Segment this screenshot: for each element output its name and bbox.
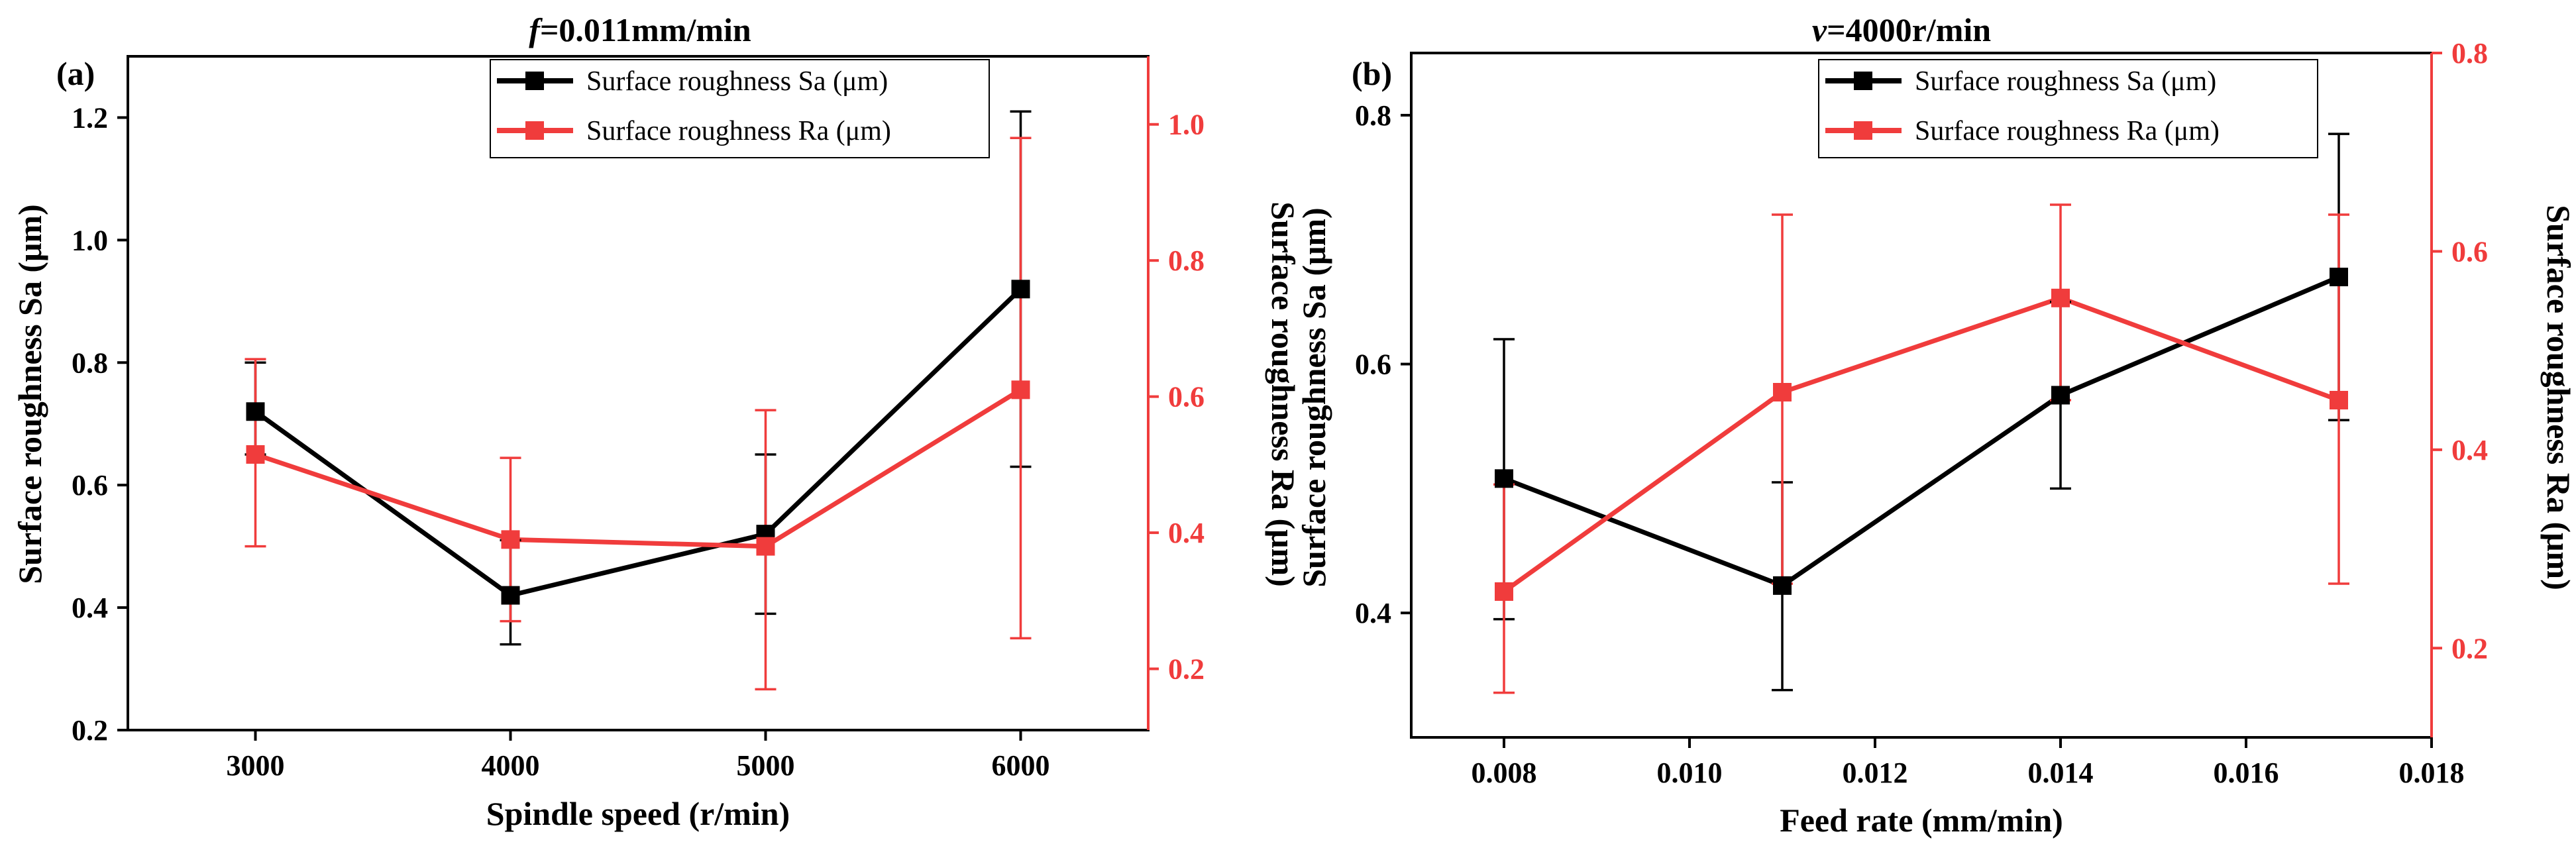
- legend-label-sa: Surface roughness Sa (μm): [586, 66, 888, 97]
- data-point-ra: [756, 537, 775, 556]
- y-right-tick-label: 0.6: [1168, 381, 1205, 413]
- data-point-ra: [1495, 582, 1513, 601]
- x-tick-label: 0.014: [2028, 757, 2094, 789]
- x-tick-label: 0.016: [2214, 757, 2279, 789]
- x-tick-label: 6000: [992, 749, 1050, 782]
- legend-label-sa: Surface roughness Sa (μm): [1915, 66, 2216, 97]
- y-axis-left: 0.2 0.4 0.6 0.8 1.0 1.2: [72, 101, 128, 747]
- data-point-ra: [501, 530, 520, 549]
- y-left-tick-label: 0.4: [1355, 597, 1391, 629]
- y-axis-right: 0.2 0.4 0.6 0.8: [2432, 37, 2488, 664]
- data-point-ra: [1011, 380, 1030, 399]
- data-point-ra: [2051, 288, 2070, 307]
- data-point-sa: [2330, 268, 2348, 287]
- y-axis-left-title: Surface roughness Sa (μm): [1295, 207, 1332, 587]
- title-value: =4000r/min: [1827, 11, 1991, 48]
- y-axis-right-title: Surface roughness Ra (μm): [2540, 205, 2576, 590]
- y-right-tick-label: 0.4: [1168, 517, 1205, 549]
- panel-letter: (a): [56, 55, 95, 92]
- title-value: =0.011mm/min: [540, 11, 751, 48]
- legend-box: [490, 59, 990, 158]
- legend-marker-sa: [525, 72, 544, 90]
- legend-marker-ra: [1854, 121, 1872, 140]
- plot-area: [244, 110, 1032, 691]
- data-point-sa: [501, 586, 520, 605]
- x-tick-label: 0.008: [1472, 757, 1537, 789]
- data-point-ra: [246, 445, 265, 464]
- legend: Surface roughness Sa (μm) Surface roughn…: [490, 59, 990, 158]
- x-tick-label: 0.010: [1657, 757, 1723, 789]
- data-point-sa: [1773, 576, 1792, 595]
- title-variable: f: [529, 11, 543, 48]
- legend-marker-sa: [1854, 72, 1872, 90]
- panel-letter: (b): [1352, 55, 1392, 92]
- x-tick-label: 3000: [227, 749, 285, 782]
- panel-a: f=0.011mm/min (a) 3000 4000 5000 6000 0.20.…: [11, 11, 1302, 832]
- data-point-sa: [1011, 280, 1030, 299]
- y-right-tick-label: 0.2: [1168, 653, 1205, 686]
- data-point-ra: [2330, 390, 2348, 409]
- y-right-tick-label: 0.8: [1168, 244, 1205, 277]
- x-tick-label: 4000: [482, 749, 540, 782]
- y-right-tick-label: 0.6: [2451, 235, 2488, 268]
- y-right-tick-label: 0.2: [2451, 632, 2488, 664]
- legend-box: [1818, 59, 2318, 158]
- data-point-sa: [246, 402, 265, 421]
- panel-title: v=4000r/min: [1812, 11, 1991, 48]
- y-left-tick-label: 1.0: [72, 224, 108, 256]
- y-left-tick-label: 0.4: [72, 592, 108, 624]
- x-axis-title: Spindle speed (r/min): [486, 795, 790, 832]
- x-axis: 0.008 0.010 0.012 0.014 0.016 0.018: [1472, 737, 2465, 789]
- y-left-tick-label: 1.2: [72, 101, 108, 134]
- x-tick-label: 0.018: [2399, 757, 2465, 789]
- plot-area: [1493, 133, 2349, 694]
- series-line-ra: [1502, 295, 2340, 594]
- y-right-tick-label: 0.4: [2451, 434, 2488, 466]
- panel-b: v=4000r/min (b) 0.008 0.010 0.012 0.014 0.01…: [1295, 11, 2576, 839]
- y-right-tick-label: 1.0: [1168, 109, 1205, 141]
- y-left-tick-label: 0.8: [1355, 99, 1391, 132]
- y-left-tick-label: 0.8: [72, 346, 108, 379]
- y-left-tick-label: 0.6: [1355, 348, 1391, 381]
- x-tick-label: 0.012: [1843, 757, 1908, 789]
- y-axis-left-title: Surface roughness Sa (μm): [11, 204, 48, 584]
- y-axis-left: 0.4 0.6 0.8: [1355, 99, 1411, 629]
- panel-title: f=0.011mm/min: [529, 11, 751, 48]
- data-point-sa: [2051, 386, 2070, 405]
- legend-label-ra: Surface roughness Ra (μm): [586, 116, 891, 146]
- legend-marker-ra: [525, 121, 544, 140]
- data-point-sa: [1495, 469, 1513, 488]
- title-variable: v: [1812, 11, 1827, 48]
- y-left-tick-label: 0.6: [72, 469, 108, 502]
- legend: Surface roughness Sa (μm) Surface roughn…: [1818, 59, 2318, 158]
- legend-label-ra: Surface roughness Ra (μm): [1915, 116, 2220, 146]
- y-axis-right-title: Surface roughness Ra (μm): [1265, 201, 1302, 587]
- data-point-ra: [1773, 383, 1792, 402]
- y-axis-right: 0.2 0.4 0.6 0.8 1.0: [1148, 109, 1205, 686]
- series-line-sa: [254, 287, 1022, 598]
- y-left-tick-label: 0.2: [72, 714, 108, 747]
- x-axis-title: Feed rate (mm/min): [1780, 802, 2063, 839]
- x-axis: 3000 4000 5000 6000: [227, 730, 1050, 782]
- series-line-ra: [254, 388, 1022, 549]
- y-right-tick-label: 0.8: [2451, 37, 2488, 70]
- x-tick-label: 5000: [737, 749, 795, 782]
- series-line-sa: [1503, 274, 2340, 588]
